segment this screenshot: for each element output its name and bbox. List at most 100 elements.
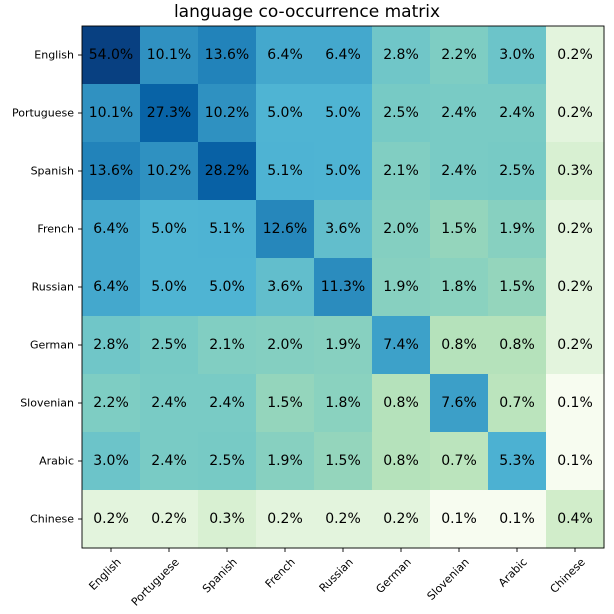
heatmap-cell	[314, 258, 373, 317]
cell-value-label: 0.3%	[209, 511, 245, 527]
cell-value-label: 0.4%	[557, 511, 593, 527]
heatmap-cell	[488, 84, 547, 143]
heatmap-cell	[256, 374, 315, 433]
heatmap-cell	[372, 142, 431, 201]
cell-value-label: 1.9%	[267, 453, 303, 469]
x-tick-label: Slovenian	[425, 556, 472, 603]
y-tick-label: Slovenian	[20, 397, 74, 410]
cell-value-label: 28.2%	[205, 163, 249, 179]
cell-value-label: 6.4%	[93, 221, 129, 237]
cell-value-label: 0.3%	[557, 163, 593, 179]
heatmap-cell	[430, 26, 489, 85]
heatmap-cell	[82, 26, 141, 85]
heatmap-cell	[488, 316, 547, 375]
y-tick-label: Chinese	[30, 513, 74, 526]
heatmap-cell	[546, 258, 605, 317]
heatmap-cell	[546, 374, 605, 433]
cell-value-label: 6.4%	[325, 47, 361, 63]
heatmap-cell	[140, 374, 199, 433]
heatmap-cell	[314, 142, 373, 201]
heatmap-cell	[82, 490, 141, 549]
heatmap-cell	[82, 432, 141, 491]
heatmap-cell	[198, 258, 257, 317]
cell-value-label: 2.4%	[441, 163, 477, 179]
cell-value-label: 2.4%	[209, 395, 245, 411]
heatmap-cell	[430, 200, 489, 259]
heatmap-cell	[198, 316, 257, 375]
heatmap-cell	[198, 200, 257, 259]
cell-value-label: 0.2%	[267, 511, 303, 527]
heatmap-cell	[546, 84, 605, 143]
heatmap-cell	[430, 316, 489, 375]
cell-value-label: 3.6%	[325, 221, 361, 237]
heatmap-cell	[314, 26, 373, 85]
cell-value-label: 5.0%	[325, 163, 361, 179]
heatmap-cell	[430, 432, 489, 491]
cell-value-label: 2.4%	[499, 105, 535, 121]
heatmap-cell	[546, 26, 605, 85]
cell-value-label: 2.0%	[383, 221, 419, 237]
cell-value-label: 2.2%	[93, 395, 129, 411]
cell-value-label: 0.1%	[499, 511, 535, 527]
cell-value-label: 10.1%	[147, 47, 191, 63]
cell-value-label: 2.5%	[383, 105, 419, 121]
chart-title: language co-occurrence matrix	[174, 2, 440, 22]
heatmap-cell	[198, 490, 257, 549]
heatmap-cell	[256, 142, 315, 201]
heatmap-cell	[140, 84, 199, 143]
heatmap-cell	[198, 84, 257, 143]
x-tick-label: Russian	[317, 556, 356, 595]
heatmap-cell	[198, 374, 257, 433]
heatmap-cell	[546, 490, 605, 549]
heatmap-cell	[372, 432, 431, 491]
cell-value-label: 11.3%	[321, 279, 365, 295]
cell-value-label: 0.2%	[557, 337, 593, 353]
heatmap-cell	[488, 26, 547, 85]
cell-value-label: 3.0%	[499, 47, 535, 63]
cell-value-label: 1.5%	[267, 395, 303, 411]
cell-value-label: 27.3%	[147, 105, 191, 121]
cell-value-label: 0.2%	[325, 511, 361, 527]
cell-value-label: 2.1%	[209, 337, 245, 353]
cell-value-label: 2.4%	[441, 105, 477, 121]
heatmap-cell	[430, 374, 489, 433]
heatmap-cell	[82, 200, 141, 259]
heatmap-cells	[82, 26, 605, 549]
heatmap-cell	[372, 26, 431, 85]
heatmap-cell	[488, 142, 547, 201]
heatmap-cell	[256, 258, 315, 317]
cell-value-label: 0.2%	[93, 511, 129, 527]
heatmap-cell	[198, 432, 257, 491]
y-tick-label: Portuguese	[12, 107, 74, 120]
heatmap-cell	[372, 316, 431, 375]
cell-value-label: 5.0%	[209, 279, 245, 295]
heatmap-cell	[256, 200, 315, 259]
cell-value-label: 5.1%	[209, 221, 245, 237]
cell-value-label: 0.8%	[383, 453, 419, 469]
heatmap-cell	[140, 142, 199, 201]
heatmap-cell	[140, 258, 199, 317]
heatmap-cell	[488, 432, 547, 491]
cell-value-label: 3.0%	[93, 453, 129, 469]
heatmap-cell	[314, 432, 373, 491]
heatmap-cell	[140, 200, 199, 259]
cell-value-label: 13.6%	[205, 47, 249, 63]
x-tick-label: Arabic	[496, 556, 530, 590]
cell-value-label: 5.3%	[499, 453, 535, 469]
heatmap-cell	[372, 490, 431, 549]
heatmap-cell	[430, 142, 489, 201]
heatmap-cell	[198, 142, 257, 201]
heatmap-cell	[256, 84, 315, 143]
cell-value-label: 1.5%	[325, 453, 361, 469]
cell-value-label: 7.6%	[441, 395, 477, 411]
heatmap-cell	[314, 200, 373, 259]
cell-value-label: 6.4%	[267, 47, 303, 63]
x-tick-label: Portuguese	[129, 555, 182, 608]
cell-value-label: 2.5%	[151, 337, 187, 353]
heatmap-cell	[488, 490, 547, 549]
x-tick-label: German	[373, 556, 413, 596]
cell-value-label: 1.9%	[325, 337, 361, 353]
heatmap-cell	[82, 142, 141, 201]
cell-value-label: 2.5%	[499, 163, 535, 179]
